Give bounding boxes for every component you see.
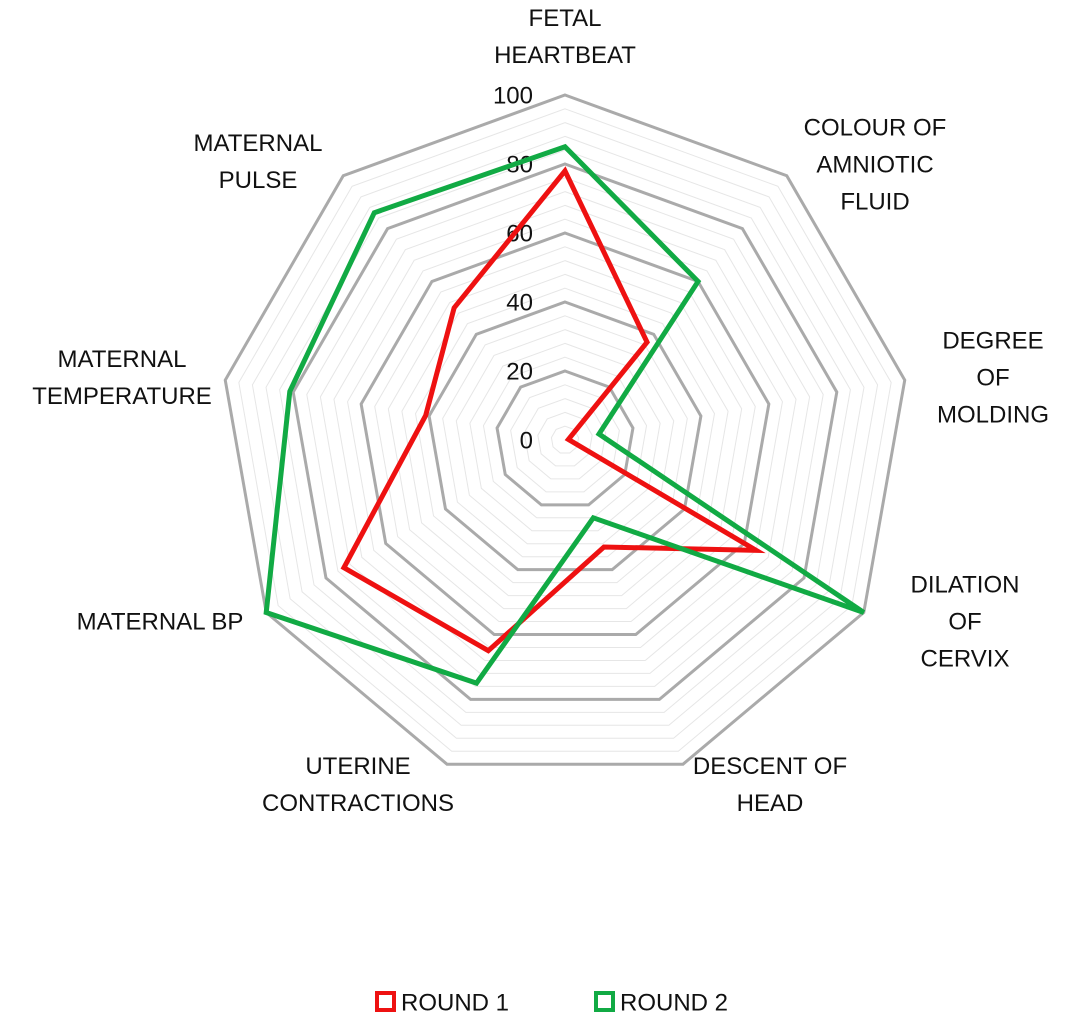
y-tick-label: 100 [493,82,533,109]
category-label: MATERNAL BP [76,608,244,636]
minor-grid-ring [251,122,879,739]
category-label: FETAL HEARTBEAT [494,5,636,69]
grid-ring [495,369,635,507]
category-label: DEGREE OF MOLDING [936,327,1050,429]
legend-swatch [594,991,615,1012]
minor-grid-ring [238,108,892,752]
legend-label: ROUND 1 [401,989,509,1016]
y-tick-label: 0 [520,427,533,454]
minor-grid-ring [414,287,716,584]
category-label: MATERNAL PULSE [193,130,323,194]
minor-grid-ring [537,411,593,467]
minor-grid-ring [401,273,729,597]
category-label: MATERNAL TEMPERATURE [32,346,212,410]
y-tick-label: 40 [506,289,533,316]
category-label: DESCENT OF HEAD [692,753,848,817]
minor-grid-ring [469,342,661,532]
minor-grid-ring [265,135,865,726]
minor-grid-ring [333,204,797,661]
series-line [340,166,766,654]
category-label: UTERINE CONTRACTIONS [262,753,454,817]
minor-grid-ring [347,218,783,648]
minor-grid-ring [306,177,824,687]
series-line [263,143,866,687]
category-label: COLOUR OF AMNIOTIC FLUID [803,114,947,216]
minor-grid-ring [319,191,811,674]
minor-grid-ring [455,329,675,545]
minor-grid-ring [523,398,607,480]
grid-ring [291,162,839,701]
minor-grid-ring [482,356,648,519]
grid-ring [359,231,771,637]
legend-label: ROUND 2 [620,989,728,1016]
category-label: DILATION OF CERVIX [910,571,1020,673]
legend-swatch [375,991,396,1012]
minor-grid-ring [387,260,743,610]
grid-ring [223,93,907,766]
minor-grid-ring [374,246,756,623]
y-tick-label: 20 [506,358,533,385]
grid-ring [427,300,703,572]
